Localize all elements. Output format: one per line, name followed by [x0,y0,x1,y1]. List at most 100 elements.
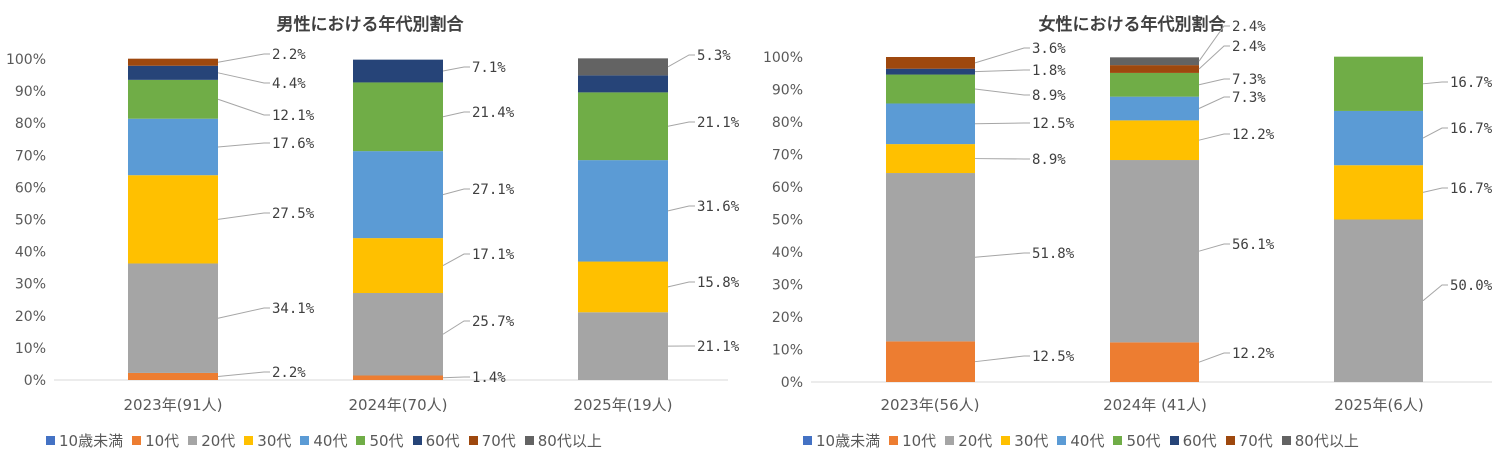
bar-segment [886,68,975,75]
bar-segment [886,144,975,174]
y-tick-label: 80% [15,116,46,132]
bar-segment [1110,72,1199,97]
bar-segment [578,92,668,161]
leader-line [667,205,695,212]
legend-item: 50代 [356,430,404,451]
leader-line [1198,352,1230,363]
leader-line [217,72,270,84]
leader-line [1198,243,1230,252]
data-label: 1.4% [472,370,506,386]
leader-line [974,122,1030,125]
leader-line [974,88,1030,96]
legend-item: 20代 [945,430,992,451]
leader-line [1198,96,1230,109]
data-label: 2.4% [1232,19,1266,35]
y-tick-label: 30% [15,277,46,293]
legend-swatch [244,436,254,445]
bar-segment [128,118,218,176]
legend-swatch [412,436,422,445]
bar-segment [128,263,218,373]
bar-segment [1110,120,1199,161]
bar-segment [353,238,443,294]
y-tick-label: 60% [772,180,803,196]
female-age-chart-panel: 女性における年代別割合 0% 10% 20% 30% 40% 50% 60% 70% 80% 90%… [760,0,1504,467]
legend-label: 70代 [1238,432,1273,450]
legend-swatch [46,436,55,445]
legend-item: 80代以上 [524,430,602,451]
data-label: 27.1% [472,182,515,198]
legend-label: 10歳未満 [59,432,124,450]
bar-segment [1334,165,1423,220]
y-tick-label: 70% [772,148,803,164]
leader-line [442,253,470,267]
leader-line [1422,284,1448,302]
legend-swatch [524,436,534,445]
legend-item: 80代以上 [1281,430,1359,451]
y-tick-label: 30% [772,278,803,294]
leader-line [217,212,270,220]
bar-segment [578,312,668,380]
legend-label: 60代 [1182,432,1217,450]
data-label: 12.5% [1032,116,1075,132]
leader-line [974,252,1030,258]
bar-segment [128,372,218,380]
bar-segment [1334,219,1423,382]
leader-line [667,121,695,127]
data-label: 8.9% [1032,152,1066,168]
leader-line [442,66,470,72]
legend-swatch [468,436,478,445]
data-label: 15.8% [697,275,740,291]
legend-swatch [1225,436,1235,445]
data-label: 17.6% [272,136,315,152]
y-tick-label: 40% [772,245,803,261]
y-tick-label: 20% [15,309,46,325]
legend-swatch [803,436,812,445]
bar-segment [1334,56,1423,111]
legend-item: 70代 [1225,430,1273,451]
bar-segment [128,58,218,66]
leader-line [442,376,470,379]
data-label: 21.4% [472,105,515,121]
female-chart-legend: 10歳未満 10代 20代 30代 40代 50代 60代 70代 80代以上 [803,430,1368,451]
chart-title: 男性における年代別割合 [277,14,465,35]
bar-segment [128,79,218,119]
bar-segment [578,75,668,93]
legend-item: 10代 [889,430,936,451]
data-label: 12.2% [1232,127,1275,143]
legend-label: 30代 [1014,432,1049,450]
legend-label: 40代 [313,432,348,450]
y-tick-label: 10% [15,341,46,357]
legend-label: 50代 [1126,432,1161,450]
y-tick-label: 90% [772,83,803,99]
data-label: 4.4% [272,76,306,92]
legend-item: 10代 [132,430,179,451]
y-tick-label: 100% [6,52,46,68]
legend-swatch [889,436,899,445]
bar-segment [886,341,975,382]
bar-segment [353,59,443,83]
bar-segment [353,82,443,152]
data-label: 50.0% [1450,278,1493,294]
bar-segment [1110,96,1199,121]
leader-line [217,307,270,319]
data-label: 16.7% [1450,75,1493,91]
data-label: 7.3% [1232,90,1266,106]
leader-line [217,142,270,148]
legend-label: 20代 [201,432,236,450]
bar-segment [128,65,218,80]
legend-swatch [1169,436,1179,445]
data-label: 34.1% [272,301,315,317]
male-chart-legend: 10歳未満 10代 20代 30代 40代 50代 60代 70代 80代以上 [46,430,611,451]
data-label: 7.3% [1232,72,1266,88]
leader-line [1198,45,1230,70]
legend-item: 40代 [1057,430,1104,451]
category-label: 2024年 (41人) [1103,396,1207,414]
leader-line [442,111,470,118]
bar-segment [578,160,668,262]
data-label: 17.1% [472,247,515,263]
data-label: 21.1% [697,339,740,355]
legend-swatch [1057,436,1067,445]
bar-segment [1110,57,1199,66]
leader-line [974,69,1030,73]
female-age-chart: 女性における年代別割合 0% 10% 20% 30% 40% 50% 60% 70% 80% 90%… [763,14,1493,414]
